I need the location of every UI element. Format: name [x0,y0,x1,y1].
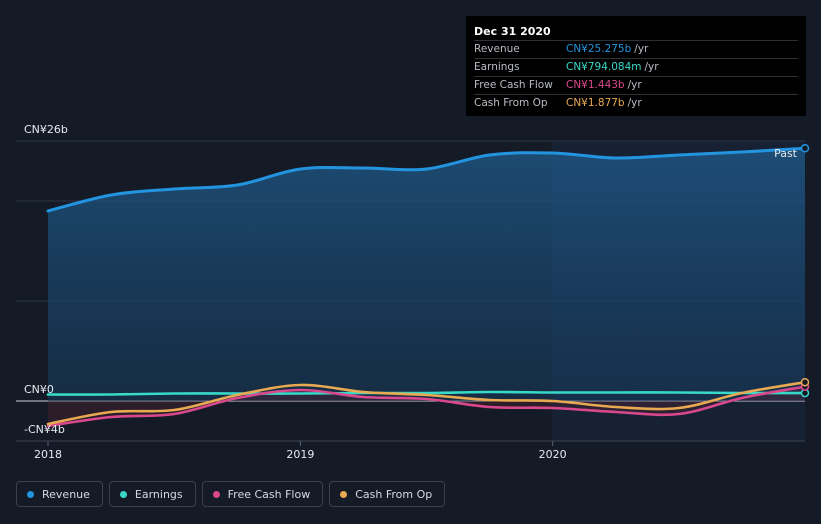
tooltip-label: Cash From Op [474,97,548,109]
legend-label: Revenue [42,487,90,501]
series-line-revenue [46,146,807,213]
y-tick-label: CN¥26b [24,123,68,136]
end-marker-revenue [800,144,810,153]
legend-item-revenue[interactable]: Revenue [16,481,103,507]
legend-item-cash-from-op[interactable]: Cash From Op [329,481,446,507]
axis-labels: CN¥26b CN¥0 -CN¥4b 2018 2019 2020 Past [24,123,798,461]
tooltip-row-cfo: Cash From Op CN¥1.877b /yr [474,94,798,112]
end-marker-cash-from-op [800,377,810,387]
cashflow-area [48,386,805,426]
legend-dot-icon [340,490,348,498]
tooltip-date: Dec 31 2020 [474,25,551,38]
x-tick-label: 2019 [286,448,314,461]
tooltip-unit: /yr [627,79,642,91]
tooltip-unit: /yr [627,97,642,109]
tooltip-row-earnings: Earnings CN¥794.084m /yr [474,58,798,76]
x-tick-label: 2018 [34,448,62,461]
x-tick-label: 2020 [539,448,567,461]
revenue-area [48,148,805,401]
tooltip-value: CN¥1.443b [566,79,625,91]
y-tick-label: CN¥0 [24,383,54,396]
tooltip-value: CN¥1.877b [566,97,625,109]
legend-dot-icon [212,490,220,498]
tooltip-label: Free Cash Flow [474,79,553,91]
tooltip-row-revenue: Revenue CN¥25.275b /yr [474,40,798,58]
area-layer [48,148,805,426]
tooltip-label: Earnings [474,61,520,73]
legend-label: Free Cash Flow [227,487,311,501]
legend: Revenue Earnings Free Cash Flow Cash Fro… [16,481,446,507]
tooltip-unit: /yr [634,43,649,55]
tooltip-label: Revenue [474,43,520,55]
legend-label: Cash From Op [355,487,433,501]
legend-label: Earnings [134,487,183,501]
tooltip: Dec 31 2020 Revenue CN¥25.275b /yr Earni… [466,16,806,116]
y-tick-label: -CN¥4b [24,423,65,436]
tooltip-unit: /yr [644,61,659,73]
legend-dot-icon [27,490,34,498]
tooltip-value: CN¥25.275b [566,43,632,55]
legend-dot-icon [119,490,127,498]
series-line-cash-from-op [46,380,807,426]
past-label: Past [774,147,798,160]
series-line-free-cash-flow [46,385,807,428]
legend-item-free-cash-flow[interactable]: Free Cash Flow [201,481,324,507]
end-markers [800,144,810,398]
series-lines [46,146,807,428]
tooltip-value: CN¥794.084m [566,61,642,73]
series-line-earnings [46,390,807,396]
legend-item-earnings[interactable]: Earnings [108,481,196,507]
tooltip-row-fcf: Free Cash Flow CN¥1.443b /yr [474,76,798,94]
